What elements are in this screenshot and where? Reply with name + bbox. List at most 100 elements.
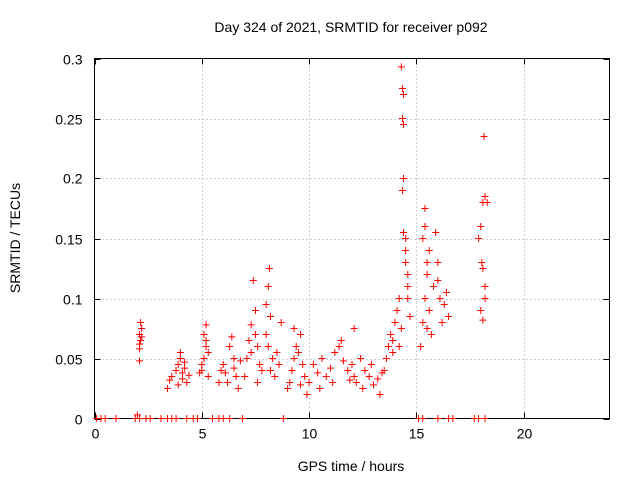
data-point (258, 367, 266, 374)
data-point (400, 91, 407, 98)
data-point (376, 391, 384, 398)
data-point (215, 379, 223, 386)
y-axis: 0 0.05 0.1 0.15 0.2 0.25 0.3 (55, 52, 610, 428)
data-point (183, 415, 191, 422)
data-point (367, 361, 375, 368)
data-point (421, 223, 429, 230)
data-point (172, 415, 180, 422)
data-point (305, 379, 313, 386)
plot-frame (94, 58, 610, 419)
y-tick-label: 0.3 (63, 52, 83, 68)
data-point (350, 373, 358, 380)
data-point (294, 349, 302, 356)
data-point (266, 367, 274, 374)
y-tick-label: 0.25 (55, 112, 82, 128)
data-point (221, 369, 229, 377)
data-point (245, 337, 253, 344)
data-point (241, 373, 249, 380)
data-point (380, 367, 388, 374)
x-tick-label: 15 (409, 426, 425, 442)
data-point (434, 259, 442, 266)
data-point (200, 355, 208, 362)
data-point (350, 325, 358, 332)
data-point (389, 337, 397, 344)
data-point (230, 364, 238, 372)
data-point (421, 295, 429, 302)
data-point (138, 333, 146, 341)
data-point (202, 337, 210, 344)
data-point (301, 373, 309, 380)
data-point (335, 343, 343, 350)
data-point (430, 283, 438, 290)
data-point (271, 373, 279, 380)
data-point (449, 415, 457, 422)
data-point (445, 313, 453, 320)
data-point (402, 235, 410, 242)
data-point (219, 415, 227, 422)
data-point (389, 349, 397, 356)
data-point (273, 349, 281, 356)
data-point (314, 369, 322, 377)
data-point (176, 355, 184, 362)
data-point (226, 343, 234, 350)
data-point (423, 271, 431, 278)
data-point (219, 361, 227, 368)
data-point (174, 361, 182, 368)
data-point (352, 379, 360, 386)
data-point (344, 367, 352, 374)
data-point (477, 307, 485, 314)
data-point (475, 415, 483, 422)
data-point (322, 373, 330, 380)
chart-title: Day 324 of 2021, SRMTID for receiver p09… (214, 19, 487, 35)
data-point (309, 361, 317, 368)
data-point (239, 415, 247, 422)
data-point (279, 415, 287, 422)
data-point (442, 289, 450, 296)
x-tick-label: 10 (302, 426, 318, 442)
x-tick-label: 20 (517, 426, 533, 442)
data-point (427, 331, 435, 338)
data-point (297, 381, 304, 389)
data-point (434, 277, 442, 284)
data-point (481, 283, 489, 290)
data-point (254, 379, 262, 386)
data-point (236, 357, 244, 365)
x-tick-label: 5 (199, 426, 207, 442)
data-point (204, 373, 212, 380)
data-point (346, 376, 354, 384)
data-point (419, 319, 427, 326)
data-point (480, 133, 488, 140)
data-point (137, 319, 145, 326)
data-point (178, 375, 186, 383)
data-point (146, 415, 154, 422)
data-point (254, 343, 262, 350)
data-point (290, 355, 298, 362)
data-point (359, 385, 367, 392)
x-tick-label: 0 (92, 426, 100, 442)
data-point (290, 325, 298, 332)
data-point (249, 277, 257, 284)
data-point (404, 271, 412, 278)
data-point (479, 265, 487, 272)
data-point (185, 371, 193, 379)
data-point (331, 349, 339, 356)
data-point (176, 349, 184, 356)
data-point (400, 229, 407, 236)
data-point (226, 415, 234, 422)
data-point (303, 391, 311, 398)
data-point (419, 415, 427, 422)
data-point (277, 319, 285, 326)
data-point (361, 367, 369, 374)
data-point (243, 355, 251, 362)
data-point (112, 415, 120, 422)
data-point (398, 115, 406, 122)
data-point (419, 235, 427, 242)
data-point (133, 411, 141, 419)
data-point (181, 358, 189, 366)
data-point (284, 385, 292, 392)
y-tick-label: 0.1 (63, 292, 83, 308)
data-point (327, 364, 335, 372)
data-point (209, 415, 217, 422)
data-point (234, 385, 242, 392)
